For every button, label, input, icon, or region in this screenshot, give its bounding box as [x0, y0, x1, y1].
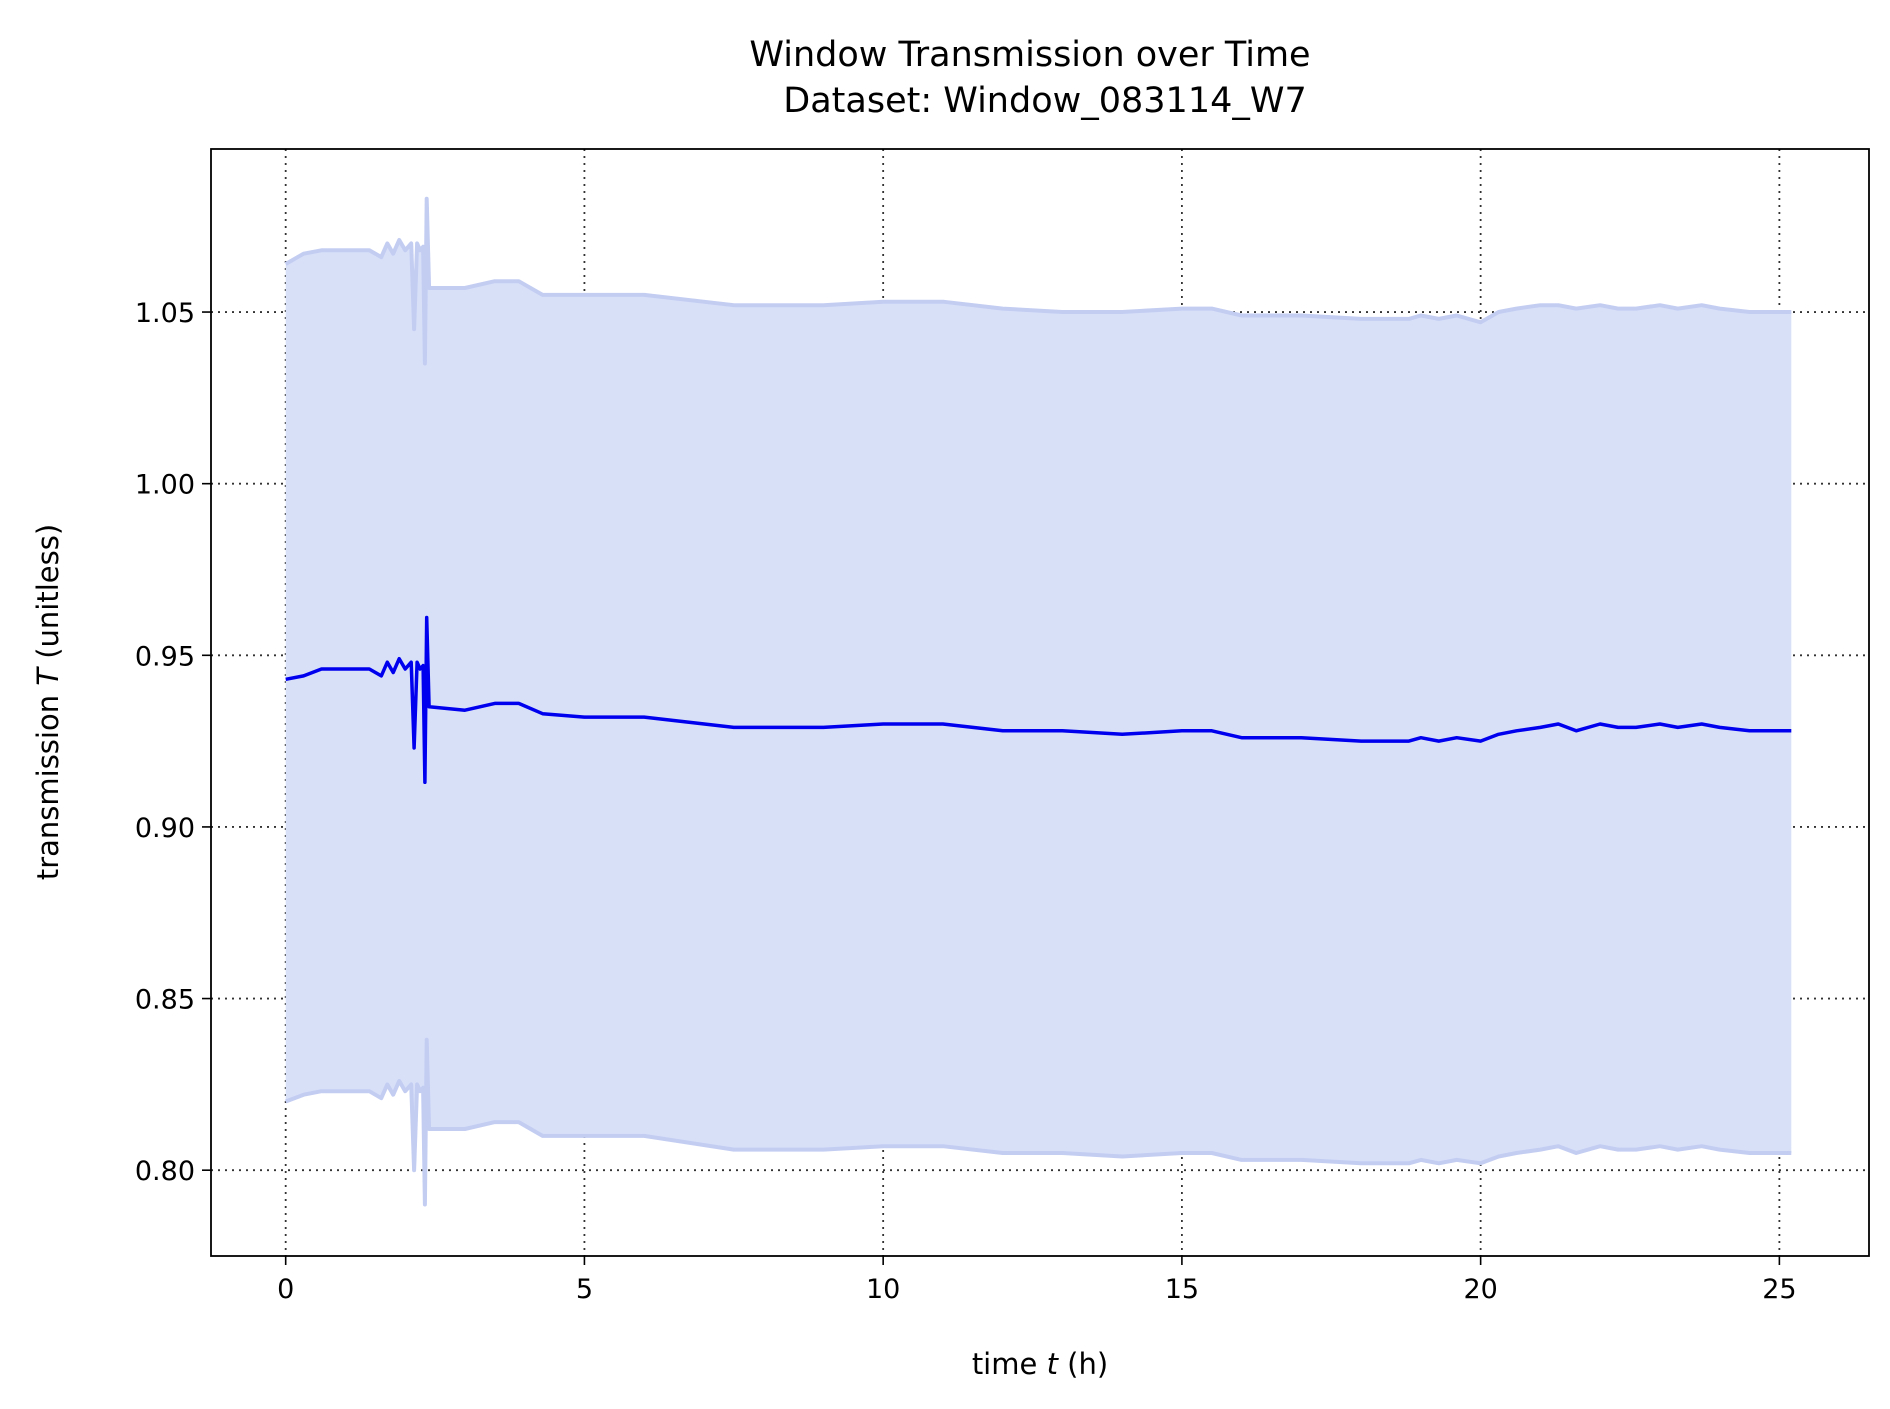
x-axis-title: time t (h) [972, 1347, 1108, 1381]
x-tick-label: 10 [866, 1274, 900, 1305]
y-axis-title-var: T [31, 666, 65, 686]
y-axis-title: transmission T (unitless) [31, 524, 65, 880]
x-tick-label: 5 [576, 1274, 593, 1305]
y-tick-label: 1.05 [135, 298, 195, 329]
x-axis: 0 5 10 15 20 25 [277, 1256, 1797, 1305]
y-axis-title-prefix: transmission [31, 686, 65, 880]
x-tick-label: 25 [1762, 1274, 1796, 1305]
confidence-band [285, 198, 1792, 1205]
transmission-series [285, 615, 1792, 785]
y-tick-label: 0.90 [135, 813, 195, 844]
y-axis-title-suffix: (unitless) [31, 524, 65, 668]
x-tick-label: 0 [277, 1274, 294, 1305]
uncertainty-band [284, 196, 1792, 1207]
x-axis-title-var: t [1047, 1347, 1060, 1381]
y-tick-label: 0.95 [135, 641, 195, 672]
x-tick-label: 15 [1165, 1274, 1199, 1305]
upper-bound-line [284, 196, 1792, 366]
x-axis-title-suffix: (h) [1058, 1347, 1108, 1381]
lower-bound-line [284, 1037, 1792, 1207]
plot-frame [210, 148, 1870, 1257]
y-tick-label: 0.85 [135, 985, 195, 1016]
chart-subtitle: Dataset: Window_083114_W7 [783, 81, 1306, 121]
x-axis-title-prefix: time [972, 1347, 1047, 1381]
x-tick-label: 20 [1463, 1274, 1497, 1305]
y-tick-label: 0.80 [135, 1156, 195, 1187]
transmission-line [285, 615, 1792, 785]
y-tick-label: 1.00 [135, 470, 195, 501]
chart-title: Window Transmission over Time [749, 35, 1310, 75]
y-axis: 0.80 0.85 0.90 0.95 1.00 1.05 [135, 298, 211, 1187]
